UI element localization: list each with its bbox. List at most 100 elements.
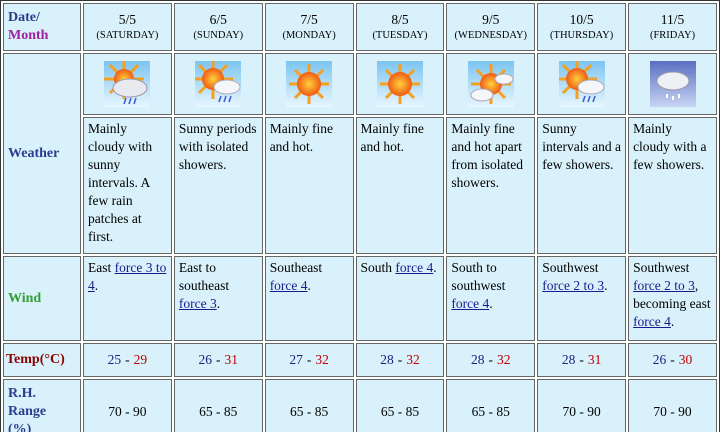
- weather-description: Mainly fine and hot apart from isolated …: [446, 117, 536, 254]
- wind-force-link[interactable]: force 2 to 3: [542, 278, 605, 293]
- weather-description: Mainly fine and hot.: [355, 117, 445, 254]
- date-cell: 11/5 (FRIDAY): [628, 3, 717, 51]
- wind-cell: East to southeast force 3.: [173, 256, 263, 341]
- table-row: Weather: [3, 53, 717, 254]
- rh-label-line: Range: [8, 404, 47, 419]
- weather-icon: [559, 61, 605, 107]
- wind-text: .: [216, 296, 221, 311]
- date: 6/5: [209, 12, 227, 27]
- weather-icon: [195, 61, 241, 107]
- icon-cell: [355, 53, 445, 115]
- temp-min: 28: [471, 352, 485, 367]
- wind-cell: Southeast force 4.: [264, 256, 354, 341]
- temp-max: 31: [224, 352, 239, 367]
- temp-label: Temp(°C): [3, 343, 81, 377]
- wind-cell: South to southwest force 4.: [446, 256, 536, 341]
- weather-description: Sunny intervals and a few showers.: [537, 117, 627, 254]
- wind-text: Southwest: [633, 260, 690, 275]
- wind-text: .: [307, 278, 311, 293]
- temp-min: 28: [380, 352, 394, 367]
- weekday: (SUNDAY): [193, 30, 244, 41]
- wind-force-link[interactable]: force 4: [395, 260, 434, 275]
- wind-cell: East force 3 to 4.: [83, 256, 172, 341]
- rh-cell: 70 - 90: [537, 379, 627, 432]
- weather-description: Sunny periods with isolated showers.: [173, 117, 263, 254]
- wind-text: .: [433, 260, 437, 275]
- temp-max: 32: [497, 352, 511, 367]
- date-cell: 10/5 (THURSDAY): [537, 3, 627, 51]
- temp-min: 28: [561, 352, 576, 367]
- weather-icon: [286, 61, 332, 107]
- wind-cell: Southwest force 2 to 3, becoming east fo…: [628, 256, 717, 341]
- weather-icon: [468, 61, 514, 107]
- weather-icon: [377, 61, 423, 107]
- weekday: (SATURDAY): [96, 30, 159, 41]
- wind-force-link[interactable]: force 4: [269, 278, 308, 293]
- temp-separator: -: [306, 352, 312, 367]
- rh-cell: 65 - 85: [446, 379, 536, 432]
- temp-separator: -: [670, 352, 675, 367]
- temp-max: 30: [678, 352, 693, 367]
- rh-cell: 65 - 85: [173, 379, 263, 432]
- rh-cell: 70 - 90: [83, 379, 172, 432]
- weather-label: Weather: [3, 53, 81, 254]
- wind-text: .: [94, 278, 99, 293]
- date: 8/5: [391, 12, 409, 27]
- rh-label: R.H. Range (%): [3, 379, 81, 432]
- weekday: (WEDNESDAY): [454, 30, 528, 41]
- temp-cell: 26-30: [628, 343, 717, 377]
- wind-text: , becoming east: [633, 278, 711, 311]
- table-row: Temp(°C) 25-29 26-31 27-32 28-32 28-32 28-31 26…: [3, 343, 717, 377]
- temp-cell: 25-29: [83, 343, 172, 377]
- wind-label: Wind: [3, 256, 81, 341]
- weather-icon: [104, 61, 150, 107]
- wind-force-link[interactable]: force 2 to 3: [633, 278, 695, 293]
- wind-force-link[interactable]: force 4: [451, 296, 490, 311]
- temp-max: 31: [587, 352, 602, 367]
- date-cell: 8/5 (TUESDAY): [355, 3, 445, 51]
- table-row: Date/Month 5/5 (SATURDAY) 6/5 (SUNDAY) 7/5 (MO…: [3, 3, 717, 51]
- wind-cell: South force 4.: [355, 256, 445, 341]
- wind-text: East to southeast: [178, 260, 230, 293]
- table-row: Wind East force 3 to 4. East to southeast …: [3, 256, 717, 341]
- temp-separator: -: [488, 352, 494, 367]
- wind-text: Southwest: [542, 260, 599, 275]
- temp-max: 32: [406, 352, 420, 367]
- wind-force-link[interactable]: force 3: [178, 296, 217, 311]
- date: 9/5: [482, 12, 500, 27]
- wind-force-link[interactable]: force 3 to 4: [88, 260, 167, 293]
- date-cell: 6/5 (SUNDAY): [173, 3, 263, 51]
- icon-cell: [173, 53, 263, 115]
- weather-description: Mainly cloudy with sunny intervals. A fe…: [83, 117, 172, 254]
- icon-cell: [446, 53, 536, 115]
- header-label-cell: Date/Month: [3, 3, 81, 51]
- temp-max: 32: [315, 352, 329, 367]
- temp-separator: -: [216, 352, 221, 367]
- icon-cell: [537, 53, 627, 115]
- temp-separator: -: [397, 352, 403, 367]
- icon-cell: [628, 53, 717, 115]
- wind-text: .: [489, 296, 493, 311]
- weekday: (TUESDAY): [372, 30, 428, 41]
- temp-min: 25: [107, 352, 122, 367]
- table-row: R.H. Range (%) 70 - 90 65 - 85 65 - 85 65 - 85…: [3, 379, 717, 432]
- date-cell: 5/5 (SATURDAY): [83, 3, 172, 51]
- date: 11/5: [660, 12, 685, 27]
- wind-force-link[interactable]: force 4: [633, 314, 671, 329]
- weekday: (FRIDAY): [649, 30, 696, 41]
- month-label: Month: [8, 28, 49, 43]
- temp-max: 29: [133, 352, 148, 367]
- wind-text: Southeast: [269, 260, 323, 275]
- temp-cell: 28-32: [355, 343, 445, 377]
- icon-cell: [83, 53, 172, 115]
- temp-min: 26: [652, 352, 667, 367]
- wind-text: .: [604, 278, 608, 293]
- weather-description: Mainly fine and hot.: [264, 117, 354, 254]
- icon-cell: [264, 53, 354, 115]
- wind-cell: Southwest force 2 to 3.: [537, 256, 627, 341]
- rh-label-line: (%): [8, 422, 32, 432]
- wind-text: East: [88, 260, 115, 275]
- rh-cell: 65 - 85: [355, 379, 445, 432]
